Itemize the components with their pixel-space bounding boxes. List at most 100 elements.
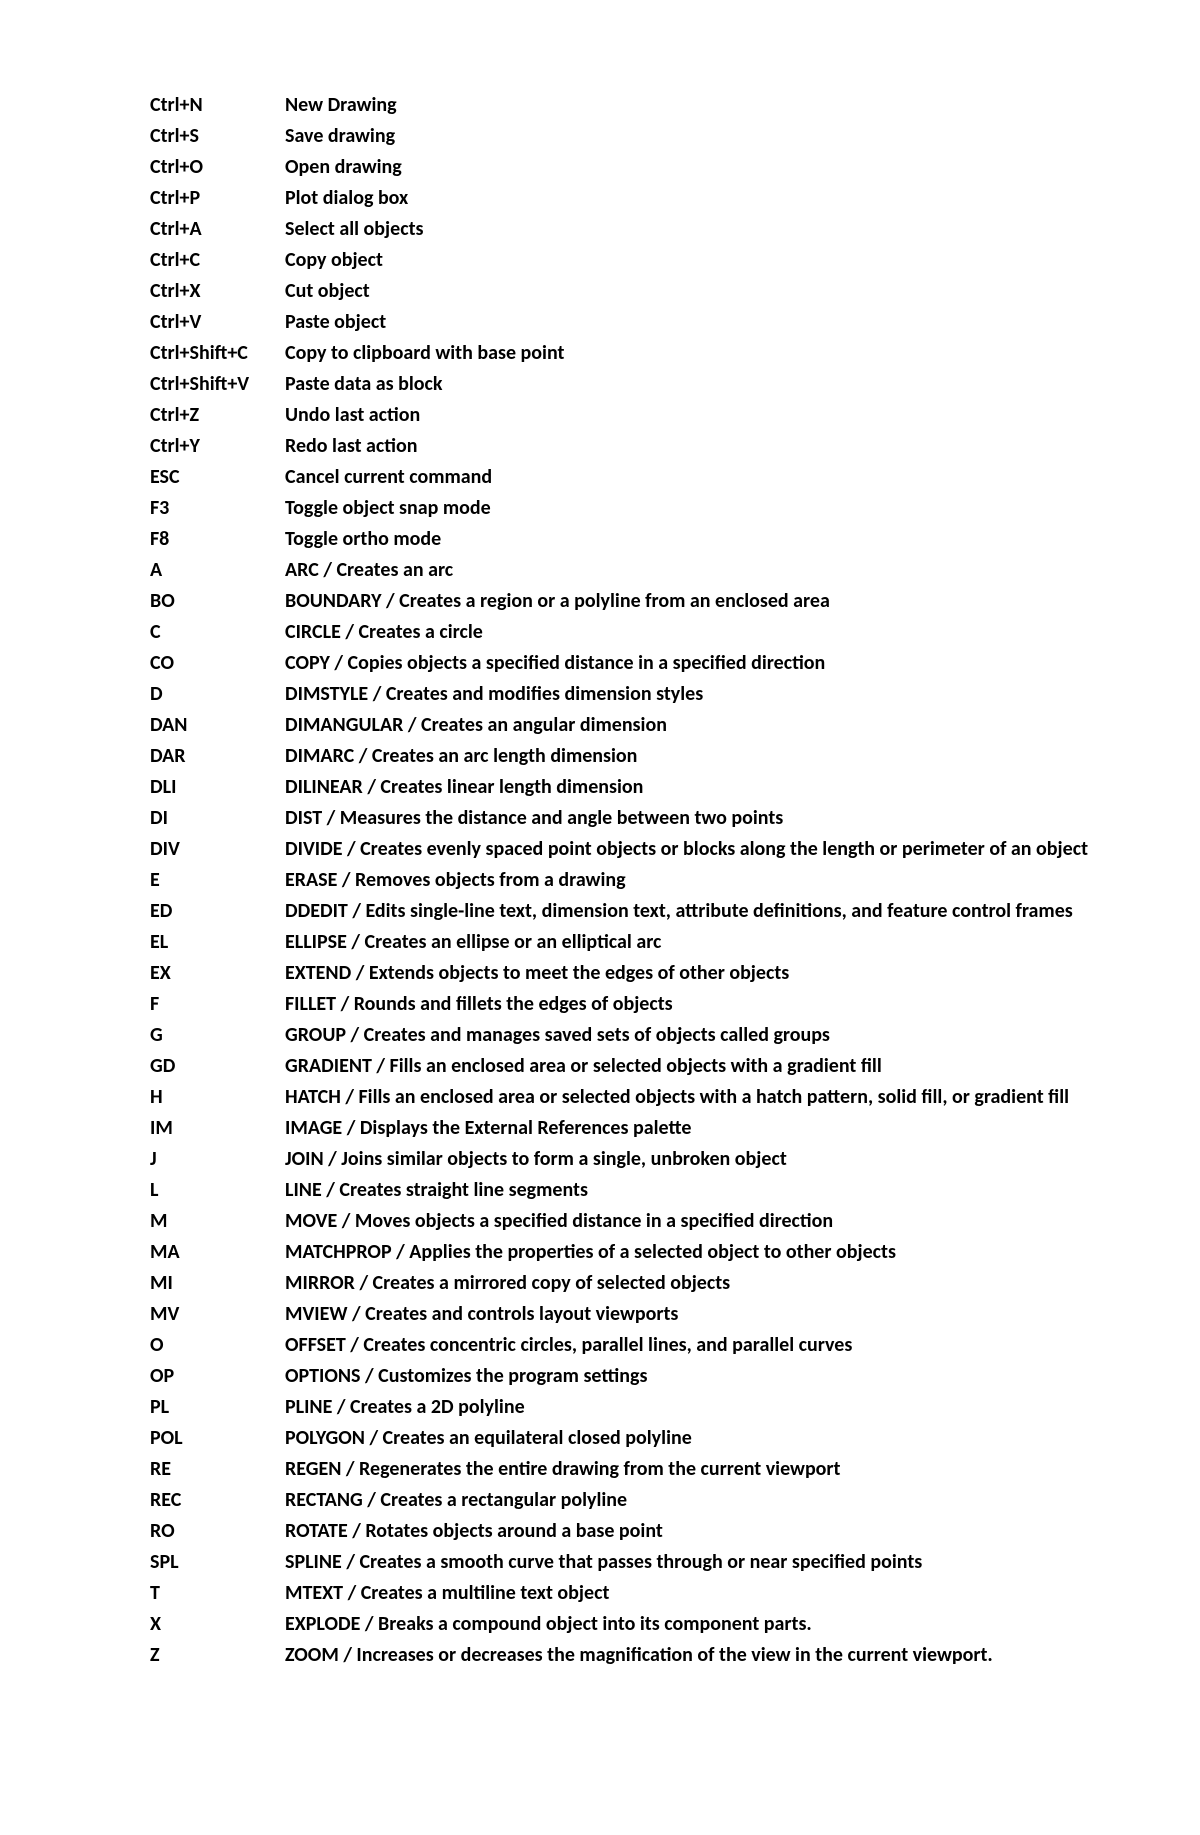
shortcut-row: EDDDEDIT / Edits single-line text, dimen…	[150, 896, 1090, 927]
shortcut-row: F3Toggle object snap mode	[150, 493, 1090, 524]
shortcut-description: EXTEND / Extends objects to meet the edg…	[285, 958, 1090, 989]
shortcut-key: G	[150, 1020, 285, 1051]
shortcut-row: FFILLET / Rounds and fillets the edges o…	[150, 989, 1090, 1020]
shortcut-row: RECRECTANG / Creates a rectangular polyl…	[150, 1485, 1090, 1516]
shortcut-row: POLPOLYGON / Creates an equilateral clos…	[150, 1423, 1090, 1454]
shortcut-row: AARC / Creates an arc	[150, 555, 1090, 586]
shortcut-description: OFFSET / Creates concentric circles, par…	[285, 1330, 1090, 1361]
shortcut-key: Ctrl+V	[150, 307, 285, 338]
shortcut-row: ROROTATE / Rotates objects around a base…	[150, 1516, 1090, 1547]
shortcut-description: POLYGON / Creates an equilateral closed …	[285, 1423, 1090, 1454]
shortcut-description: MATCHPROP / Applies the properties of a …	[285, 1237, 1090, 1268]
shortcut-description: Save drawing	[285, 121, 1090, 152]
shortcut-description: BOUNDARY / Creates a region or a polylin…	[285, 586, 1090, 617]
shortcut-description: Copy to clipboard with base point	[285, 338, 1090, 369]
shortcut-row: JJOIN / Joins similar objects to form a …	[150, 1144, 1090, 1175]
shortcut-description: Paste object	[285, 307, 1090, 338]
shortcut-description: EXPLODE / Breaks a compound object into …	[285, 1609, 1090, 1640]
shortcut-key: Ctrl+X	[150, 276, 285, 307]
shortcut-description: Toggle ortho mode	[285, 524, 1090, 555]
shortcut-row: IMIMAGE / Displays the External Referenc…	[150, 1113, 1090, 1144]
shortcut-key: BO	[150, 586, 285, 617]
shortcut-description: JOIN / Joins similar objects to form a s…	[285, 1144, 1090, 1175]
shortcut-row: Ctrl+XCut object	[150, 276, 1090, 307]
shortcut-row: EXEXTEND / Extends objects to meet the e…	[150, 958, 1090, 989]
shortcut-row: ELELLIPSE / Creates an ellipse or an ell…	[150, 927, 1090, 958]
shortcut-description: Undo last action	[285, 400, 1090, 431]
shortcut-row: MVMVIEW / Creates and controls layout vi…	[150, 1299, 1090, 1330]
shortcut-description: MTEXT / Creates a multiline text object	[285, 1578, 1090, 1609]
shortcut-row: GGROUP / Creates and manages saved sets …	[150, 1020, 1090, 1051]
shortcut-description: ROTATE / Rotates objects around a base p…	[285, 1516, 1090, 1547]
shortcut-key: SPL	[150, 1547, 285, 1578]
shortcut-key: ESC	[150, 462, 285, 493]
shortcut-key: H	[150, 1082, 285, 1113]
shortcut-key: M	[150, 1206, 285, 1237]
shortcut-description: DILINEAR / Creates linear length dimensi…	[285, 772, 1090, 803]
shortcut-key: MI	[150, 1268, 285, 1299]
shortcut-key: A	[150, 555, 285, 586]
shortcut-key: D	[150, 679, 285, 710]
shortcut-description: CIRCLE / Creates a circle	[285, 617, 1090, 648]
shortcut-key: Ctrl+Shift+V	[150, 369, 285, 400]
shortcut-row: Ctrl+ASelect all objects	[150, 214, 1090, 245]
shortcut-description: REGEN / Regenerates the entire drawing f…	[285, 1454, 1090, 1485]
shortcut-key: DLI	[150, 772, 285, 803]
shortcut-key: RE	[150, 1454, 285, 1485]
shortcut-description: Select all objects	[285, 214, 1090, 245]
shortcuts-table: Ctrl+NNew DrawingCtrl+SSave drawingCtrl+…	[150, 90, 1090, 1671]
shortcut-description: Copy object	[285, 245, 1090, 276]
shortcut-key: DI	[150, 803, 285, 834]
shortcut-row: HHATCH / Fills an enclosed area or selec…	[150, 1082, 1090, 1113]
shortcut-description: ERASE / Removes objects from a drawing	[285, 865, 1090, 896]
shortcut-description: FILLET / Rounds and fillets the edges of…	[285, 989, 1090, 1020]
shortcut-row: Ctrl+NNew Drawing	[150, 90, 1090, 121]
shortcut-description: GROUP / Creates and manages saved sets o…	[285, 1020, 1090, 1051]
shortcut-description: PLINE / Creates a 2D polyline	[285, 1392, 1090, 1423]
shortcut-key: OP	[150, 1361, 285, 1392]
shortcut-row: DIVDIVIDE / Creates evenly spaced point …	[150, 834, 1090, 865]
shortcut-row: EERASE / Removes objects from a drawing	[150, 865, 1090, 896]
shortcut-key: EX	[150, 958, 285, 989]
shortcut-key: EL	[150, 927, 285, 958]
shortcut-row: Ctrl+VPaste object	[150, 307, 1090, 338]
shortcut-row: Ctrl+CCopy object	[150, 245, 1090, 276]
shortcut-key: C	[150, 617, 285, 648]
shortcut-row: Ctrl+OOpen drawing	[150, 152, 1090, 183]
shortcut-row: OOFFSET / Creates concentric circles, pa…	[150, 1330, 1090, 1361]
shortcut-key: ED	[150, 896, 285, 927]
shortcut-key: J	[150, 1144, 285, 1175]
shortcut-key: X	[150, 1609, 285, 1640]
shortcut-key: CO	[150, 648, 285, 679]
shortcut-key: T	[150, 1578, 285, 1609]
shortcut-row: MIMIRROR / Creates a mirrored copy of se…	[150, 1268, 1090, 1299]
shortcut-key: REC	[150, 1485, 285, 1516]
shortcut-description: GRADIENT / Fills an enclosed area or sel…	[285, 1051, 1090, 1082]
shortcut-description: MVIEW / Creates and controls layout view…	[285, 1299, 1090, 1330]
shortcut-key: Ctrl+C	[150, 245, 285, 276]
shortcut-row: MAMATCHPROP / Applies the properties of …	[150, 1237, 1090, 1268]
shortcut-key: F8	[150, 524, 285, 555]
shortcut-key: MA	[150, 1237, 285, 1268]
shortcut-key: Ctrl+S	[150, 121, 285, 152]
shortcut-description: Cut object	[285, 276, 1090, 307]
shortcut-row: TMTEXT / Creates a multiline text object	[150, 1578, 1090, 1609]
shortcut-row: DARDIMARC / Creates an arc length dimens…	[150, 741, 1090, 772]
shortcut-key: Ctrl+A	[150, 214, 285, 245]
shortcut-row: Ctrl+Shift+CCopy to clipboard with base …	[150, 338, 1090, 369]
shortcut-key: MV	[150, 1299, 285, 1330]
shortcut-row: DIDIST / Measures the distance and angle…	[150, 803, 1090, 834]
shortcut-row: DANDIMANGULAR / Creates an angular dimen…	[150, 710, 1090, 741]
shortcut-row: CCIRCLE / Creates a circle	[150, 617, 1090, 648]
shortcut-description: Plot dialog box	[285, 183, 1090, 214]
shortcut-key: Ctrl+N	[150, 90, 285, 121]
shortcut-description: ELLIPSE / Creates an ellipse or an ellip…	[285, 927, 1090, 958]
shortcut-row: BOBOUNDARY / Creates a region or a polyl…	[150, 586, 1090, 617]
shortcut-description: Paste data as block	[285, 369, 1090, 400]
shortcut-row: MMOVE / Moves objects a specified distan…	[150, 1206, 1090, 1237]
shortcut-key: Ctrl+Z	[150, 400, 285, 431]
shortcut-row: COCOPY / Copies objects a specified dist…	[150, 648, 1090, 679]
shortcut-key: Z	[150, 1640, 285, 1671]
shortcut-key: DIV	[150, 834, 285, 865]
shortcut-key: IM	[150, 1113, 285, 1144]
